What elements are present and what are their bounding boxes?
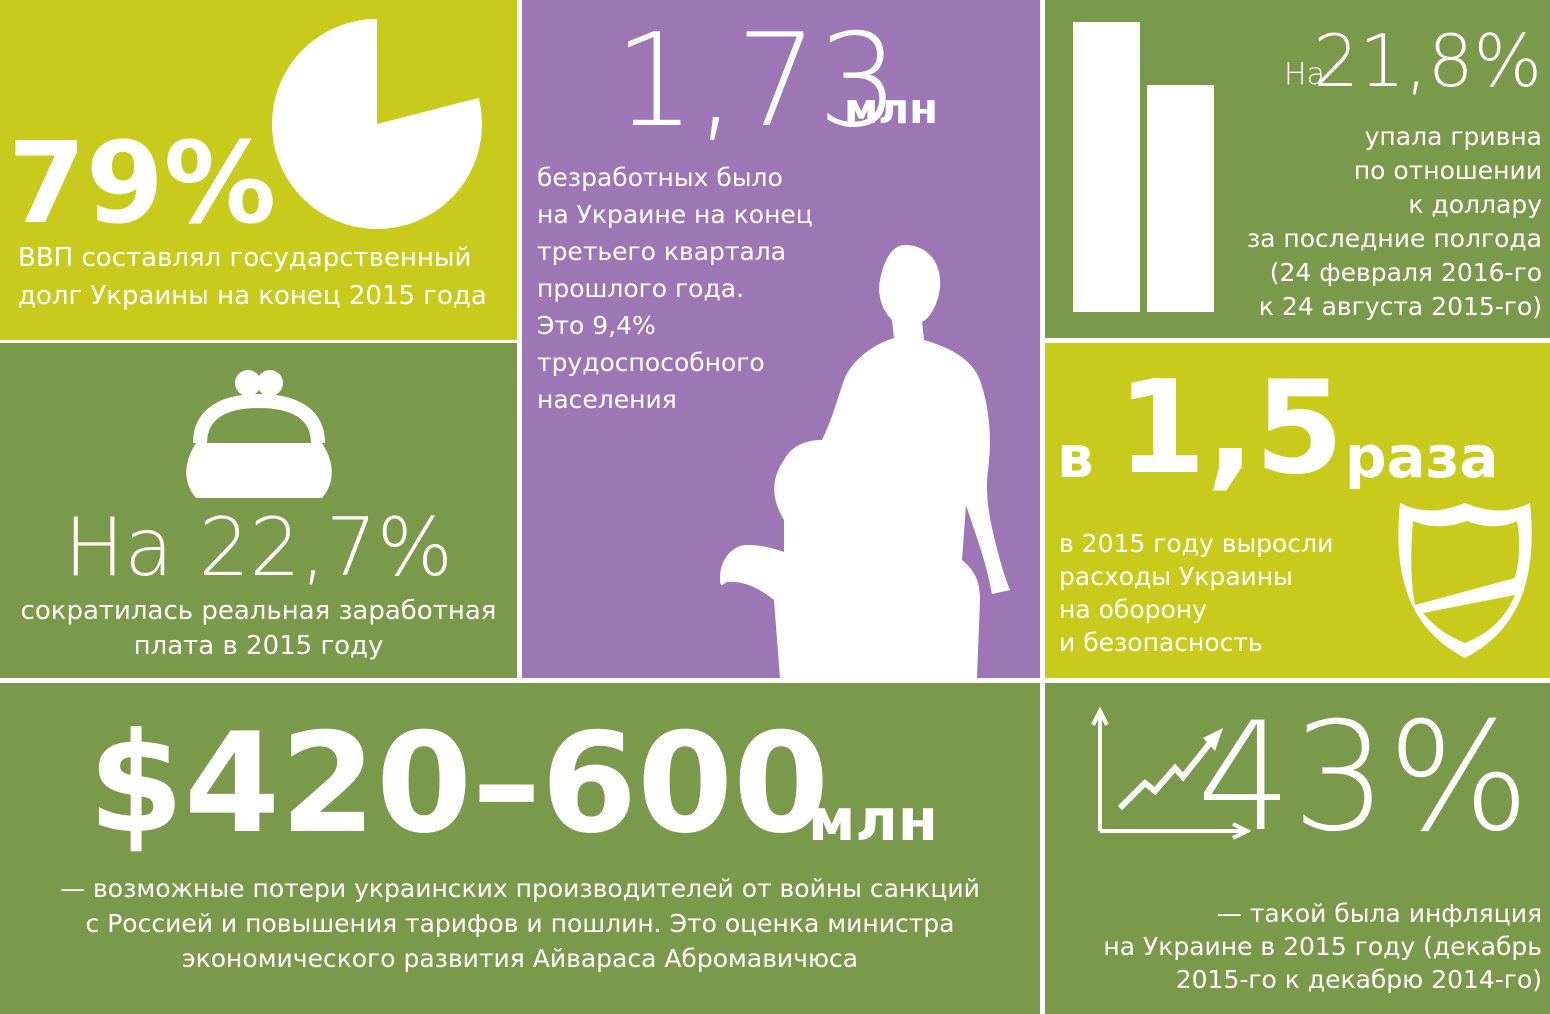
caption-line: населения	[537, 385, 677, 414]
headline: 21,8%	[1313, 19, 1542, 103]
prefix: в	[1057, 423, 1094, 491]
tile-inflation: 43% — такой была инфляция на Украине в 201…	[1045, 683, 1550, 1014]
headline: 79%	[8, 119, 277, 249]
caption-line: 2015-го к декабрю 2014-го)	[1175, 965, 1542, 994]
caption-line: — такой была инфляция	[1216, 899, 1542, 928]
tile-unemployment: 1,73 млн безработных было на Украине на кон…	[522, 0, 1040, 678]
tile-wages: На 22,7% сократилась реальная заработная п…	[0, 343, 517, 678]
unit: млн	[844, 84, 939, 133]
caption-line: прошлого года.	[537, 274, 745, 303]
unit: раза	[1345, 423, 1499, 491]
unit: млн	[808, 786, 938, 854]
caption-line: безработных было	[537, 163, 783, 192]
pie-icon	[272, 19, 482, 229]
tile-defense: в 1,5 раза в 2015 году выросли расходы Украи…	[1045, 343, 1550, 678]
prefix: На	[1284, 57, 1325, 92]
caption-line: и безопасность	[1059, 628, 1263, 657]
shield-icon	[1398, 503, 1532, 658]
caption-line: — возможные потери украинских производит…	[60, 874, 980, 903]
bars-icon	[1073, 22, 1214, 312]
caption-line: экономического развития Айвараса Абромав…	[181, 944, 859, 973]
caption-line: в 2015 году выросли	[1059, 529, 1334, 558]
caption-line: плата в 2015 году	[133, 631, 384, 661]
caption-line: на Украине на конец	[537, 200, 813, 229]
caption-line: с Россией и повышения тарифов и пошлин. …	[85, 909, 955, 938]
growth-icon	[1091, 706, 1252, 840]
pie-slice	[272, 19, 482, 229]
caption-line: на оборону	[1059, 595, 1207, 624]
headline: $420–600	[88, 703, 830, 864]
caption-line: расходы Украины	[1059, 562, 1293, 591]
tile-debt: 79% ВВП составлял государственный долг Укр…	[0, 0, 517, 340]
caption-line: по отношении	[1353, 156, 1542, 185]
man-icon	[720, 245, 1010, 678]
tile-hryvnia: На 21,8% упала гривна по отношении к доллару…	[1045, 0, 1550, 338]
headline: На 22,7%	[64, 501, 453, 594]
headline: 1,73	[614, 7, 899, 156]
caption-line: за последние полгода	[1246, 224, 1542, 253]
caption-line: к доллару	[1408, 190, 1542, 219]
headline: 43%	[1196, 691, 1530, 865]
caption-line: Это 9,4%	[537, 311, 656, 340]
caption-line: сократилась реальная заработная	[20, 596, 497, 626]
tile-losses: $420–600 млн — возможные потери украинских…	[0, 683, 1040, 1014]
caption-line: (24 февраля 2016-го	[1269, 258, 1542, 287]
purse-icon	[186, 370, 332, 498]
caption-line: долг Украины на конец 2015 года	[18, 281, 487, 311]
caption-line: ВВП составлял государственный	[18, 243, 472, 273]
caption-line: трудоспособного	[537, 348, 765, 377]
headline: 1,5	[1117, 354, 1344, 503]
caption-line: на Украине в 2015 году (декабрь	[1103, 932, 1542, 961]
caption-line: к 24 августа 2015-го)	[1258, 292, 1542, 321]
caption-line: третьего квартала	[537, 237, 787, 266]
caption-line: упала гривна	[1364, 122, 1542, 151]
